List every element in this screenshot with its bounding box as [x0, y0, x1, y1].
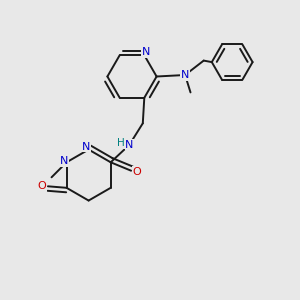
Text: N: N: [181, 70, 189, 80]
Text: H: H: [117, 138, 125, 148]
Text: N: N: [142, 47, 150, 57]
Text: N: N: [82, 142, 90, 152]
Text: N: N: [125, 140, 134, 150]
Text: O: O: [38, 181, 46, 191]
Text: O: O: [132, 167, 141, 177]
Text: N: N: [60, 156, 68, 166]
